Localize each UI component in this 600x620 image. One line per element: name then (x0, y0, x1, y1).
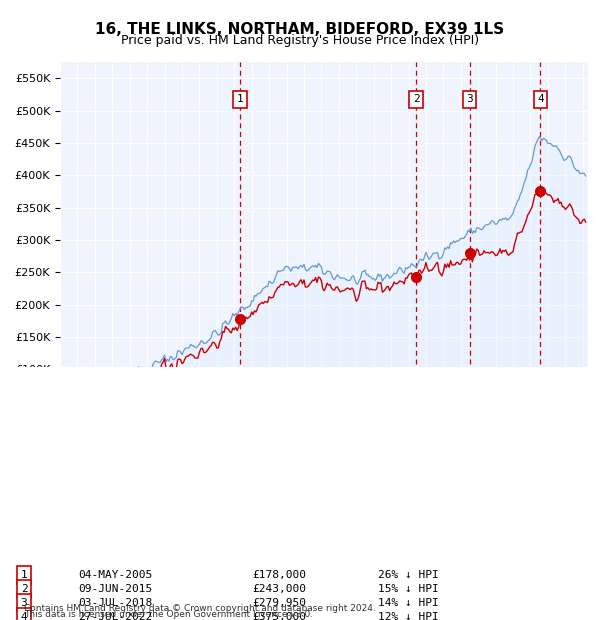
Text: 4: 4 (537, 94, 544, 104)
Text: 14% ↓ HPI: 14% ↓ HPI (378, 598, 439, 608)
Text: 03-JUL-2018: 03-JUL-2018 (78, 598, 152, 608)
Text: 15% ↓ HPI: 15% ↓ HPI (378, 584, 439, 594)
Text: Price paid vs. HM Land Registry's House Price Index (HPI): Price paid vs. HM Land Registry's House … (121, 34, 479, 47)
Text: 26% ↓ HPI: 26% ↓ HPI (378, 570, 439, 580)
Text: 2: 2 (413, 94, 419, 104)
Text: 4: 4 (20, 612, 28, 620)
Text: £243,000: £243,000 (252, 584, 306, 594)
Text: £375,000: £375,000 (252, 612, 306, 620)
Text: 1: 1 (20, 570, 28, 580)
Text: 04-MAY-2005: 04-MAY-2005 (78, 570, 152, 580)
Text: 09-JUN-2015: 09-JUN-2015 (78, 584, 152, 594)
Text: 1: 1 (237, 94, 244, 104)
Text: £279,950: £279,950 (252, 598, 306, 608)
Text: 27-JUL-2022: 27-JUL-2022 (78, 612, 152, 620)
Text: 2: 2 (20, 584, 28, 594)
Text: 12% ↓ HPI: 12% ↓ HPI (378, 612, 439, 620)
Text: 3: 3 (466, 94, 473, 104)
Text: Contains HM Land Registry data © Crown copyright and database right 2024.: Contains HM Land Registry data © Crown c… (24, 603, 376, 613)
Text: 16, THE LINKS, NORTHAM, BIDEFORD, EX39 1LS: 16, THE LINKS, NORTHAM, BIDEFORD, EX39 1… (95, 22, 505, 37)
Text: 16, THE LINKS, NORTHAM, BIDEFORD, EX39 1LS (detached house): 16, THE LINKS, NORTHAM, BIDEFORD, EX39 1… (89, 460, 458, 470)
Text: 3: 3 (20, 598, 28, 608)
Text: £178,000: £178,000 (252, 570, 306, 580)
Text: This data is licensed under the Open Government Licence v3.0.: This data is licensed under the Open Gov… (24, 609, 313, 619)
Text: HPI: Average price, detached house, Torridge: HPI: Average price, detached house, Torr… (89, 485, 364, 495)
